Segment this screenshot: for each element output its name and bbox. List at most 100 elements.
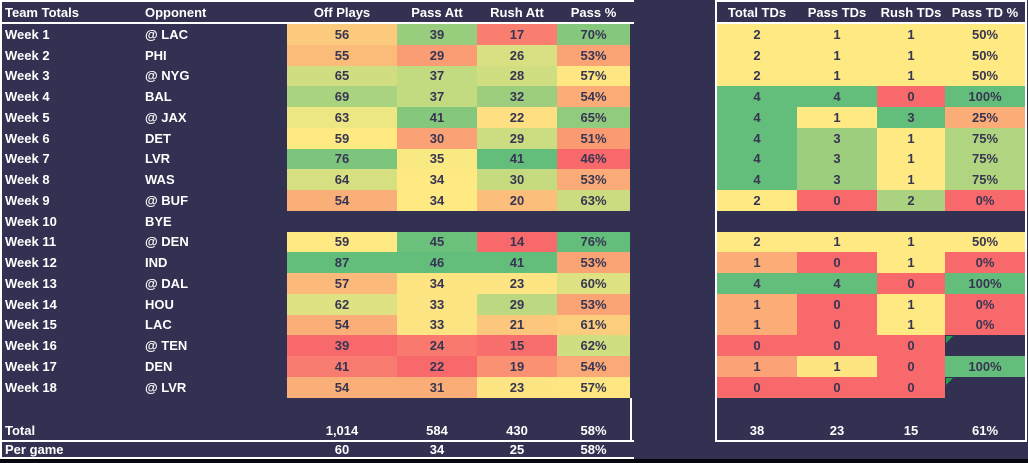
- stat-cell[interactable]: 75%: [945, 148, 1025, 170]
- stat-cell[interactable]: 4: [717, 107, 797, 128]
- stat-cell[interactable]: 54%: [557, 356, 630, 377]
- stat-cell[interactable]: 1: [797, 24, 877, 45]
- stat-cell[interactable]: 46%: [557, 148, 630, 170]
- stat-cell[interactable]: 29: [477, 293, 557, 315]
- stat-cell[interactable]: 100%: [945, 273, 1025, 294]
- stat-cell[interactable]: 100%: [945, 356, 1025, 377]
- opponent-label[interactable]: BYE: [145, 213, 172, 229]
- week-label[interactable]: Week 5: [5, 109, 50, 125]
- stat-cell[interactable]: 64: [287, 169, 397, 190]
- stat-cell[interactable]: 69: [287, 86, 397, 107]
- per-game-off-plays[interactable]: 60: [334, 442, 350, 457]
- opponent-label[interactable]: @ TEN: [145, 338, 188, 354]
- stat-cell[interactable]: 59: [287, 231, 397, 253]
- stat-cell[interactable]: 50%: [945, 231, 1025, 253]
- stat-cell[interactable]: 24: [397, 335, 477, 356]
- stat-cell[interactable]: 59: [287, 127, 397, 149]
- stat-cell[interactable]: 0: [797, 335, 877, 356]
- opponent-label[interactable]: @ JAX: [145, 109, 187, 125]
- stat-cell[interactable]: 1: [877, 231, 945, 253]
- stat-cell[interactable]: 1: [877, 44, 945, 66]
- column-header-pass-pct[interactable]: Pass %: [570, 5, 617, 20]
- column-header-rush-att[interactable]: Rush Att: [490, 5, 544, 20]
- stat-cell[interactable]: 1: [797, 65, 877, 87]
- opponent-label[interactable]: BAL: [145, 89, 172, 105]
- stat-cell[interactable]: 41: [477, 148, 557, 170]
- stat-cell[interactable]: 3: [797, 169, 877, 190]
- column-header-team-totals[interactable]: Team Totals: [5, 5, 79, 20]
- stat-cell[interactable]: 1: [797, 356, 877, 377]
- week-label[interactable]: Week 13: [5, 275, 57, 291]
- opponent-label[interactable]: @ BUF: [145, 192, 189, 208]
- opponent-label[interactable]: IND: [145, 255, 168, 271]
- stat-cell[interactable]: 14: [477, 231, 557, 253]
- opponent-label[interactable]: WAS: [145, 172, 175, 188]
- stat-cell[interactable]: 54: [287, 190, 397, 211]
- stat-cell[interactable]: 2: [717, 190, 797, 211]
- stat-cell[interactable]: 53%: [557, 44, 630, 66]
- stat-cell[interactable]: 22: [397, 356, 477, 377]
- stat-cell[interactable]: 53%: [557, 252, 630, 273]
- stat-cell[interactable]: 54: [287, 376, 397, 398]
- stat-cell[interactable]: 15: [477, 335, 557, 356]
- column-header-off-plays[interactable]: Off Plays: [313, 5, 371, 20]
- stat-cell[interactable]: 2: [717, 24, 797, 45]
- stat-cell[interactable]: 54%: [557, 86, 630, 107]
- stat-cell[interactable]: 57: [287, 273, 397, 294]
- stat-cell[interactable]: 19: [477, 356, 557, 377]
- stat-cell[interactable]: 54: [287, 314, 397, 336]
- per-game-pass-att[interactable]: 34: [429, 442, 445, 457]
- week-label[interactable]: Week 12: [5, 255, 57, 271]
- stat-cell[interactable]: 22: [477, 107, 557, 128]
- stat-cell[interactable]: 41: [397, 107, 477, 128]
- column-header-pass-att[interactable]: Pass Att: [411, 5, 463, 20]
- week-label[interactable]: Week 15: [5, 317, 57, 333]
- stat-cell[interactable]: 3: [877, 107, 945, 128]
- stat-cell[interactable]: 39: [287, 335, 397, 356]
- stat-cell[interactable]: 29: [397, 44, 477, 66]
- stat-cell[interactable]: 76%: [557, 231, 630, 253]
- stat-cell[interactable]: 0: [877, 335, 945, 356]
- stat-cell[interactable]: 0%: [945, 314, 1025, 336]
- stat-cell[interactable]: 1: [717, 314, 797, 336]
- stat-cell[interactable]: 1: [877, 24, 945, 45]
- stat-cell[interactable]: 0: [797, 376, 877, 398]
- stat-cell[interactable]: 3: [797, 127, 877, 149]
- stat-cell[interactable]: 100%: [945, 86, 1025, 107]
- stat-cell[interactable]: 53%: [557, 293, 630, 315]
- stat-cell[interactable]: 1: [717, 356, 797, 377]
- stat-cell[interactable]: 2: [717, 65, 797, 87]
- total-pass-att[interactable]: 584: [426, 423, 448, 438]
- stat-cell[interactable]: 34: [397, 190, 477, 211]
- total-rush-att[interactable]: 430: [506, 423, 528, 438]
- stat-cell[interactable]: 25%: [945, 107, 1025, 128]
- stat-cell[interactable]: 4: [797, 86, 877, 107]
- stat-cell[interactable]: 57%: [557, 65, 630, 87]
- stat-cell[interactable]: 87: [287, 252, 397, 273]
- stat-cell[interactable]: 63%: [557, 190, 630, 211]
- total-pass-pct[interactable]: 58%: [580, 423, 607, 438]
- column-header-pass-tds[interactable]: Pass TDs: [807, 5, 867, 20]
- stat-cell[interactable]: 30: [397, 127, 477, 149]
- week-label[interactable]: Week 2: [5, 47, 50, 63]
- opponent-label[interactable]: DET: [145, 130, 171, 146]
- stat-cell[interactable]: 21: [477, 314, 557, 336]
- total-rush-tds[interactable]: 15: [903, 423, 919, 438]
- stat-cell[interactable]: 0%: [945, 252, 1025, 273]
- week-label[interactable]: Week 14: [5, 296, 57, 312]
- week-label[interactable]: Week 10: [5, 213, 57, 229]
- per-game-rush-att[interactable]: 25: [509, 442, 525, 457]
- week-label[interactable]: Week 17: [5, 358, 57, 374]
- stat-cell[interactable]: 1: [877, 169, 945, 190]
- stat-cell[interactable]: 39: [397, 24, 477, 45]
- column-header-opponent[interactable]: Opponent: [145, 5, 207, 20]
- opponent-label[interactable]: DEN: [145, 358, 173, 374]
- week-label[interactable]: Week 1: [5, 26, 50, 42]
- opponent-label[interactable]: HOU: [145, 296, 174, 312]
- stat-cell[interactable]: 34: [397, 273, 477, 294]
- stat-cell[interactable]: 61%: [557, 314, 630, 336]
- total-pass-td-pct[interactable]: 61%: [971, 423, 999, 438]
- week-label[interactable]: Week 3: [5, 68, 50, 84]
- column-header-pass-td-pct[interactable]: Pass TD %: [951, 5, 1019, 20]
- stat-cell[interactable]: 33: [397, 293, 477, 315]
